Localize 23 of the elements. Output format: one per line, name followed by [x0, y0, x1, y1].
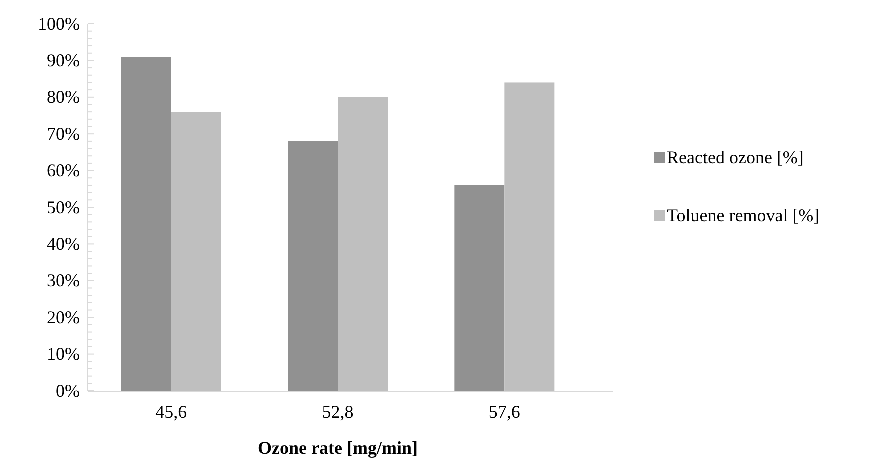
y-tick-label: 70%: [47, 124, 80, 144]
y-tick-label: 0%: [56, 380, 80, 401]
x-axis-title: Ozone rate [mg/min]: [258, 438, 418, 458]
y-tick-label: 30%: [47, 270, 80, 291]
bar: [121, 57, 172, 391]
y-tick-label: 80%: [47, 87, 80, 108]
bar: [338, 97, 388, 391]
bar: [288, 141, 338, 391]
y-tick-label: 60%: [47, 160, 80, 181]
y-tick-label: 40%: [47, 234, 80, 254]
x-tick-label: 45,6: [156, 402, 188, 422]
x-tick-label: 52,8: [322, 402, 354, 422]
y-tick-label: 10%: [47, 344, 80, 364]
y-tick-label: 20%: [47, 307, 80, 328]
bar: [504, 82, 555, 391]
y-tick-label: 90%: [47, 50, 80, 70]
x-tick-label: 57,6: [488, 402, 520, 422]
bar: [454, 185, 505, 391]
bar: [171, 112, 222, 391]
y-tick-label: 50%: [47, 197, 80, 218]
y-tick-label: 100%: [38, 14, 80, 34]
legend-label: Reacted ozone [%]: [667, 148, 804, 168]
legend-label: Toluene removal [%]: [667, 206, 820, 226]
